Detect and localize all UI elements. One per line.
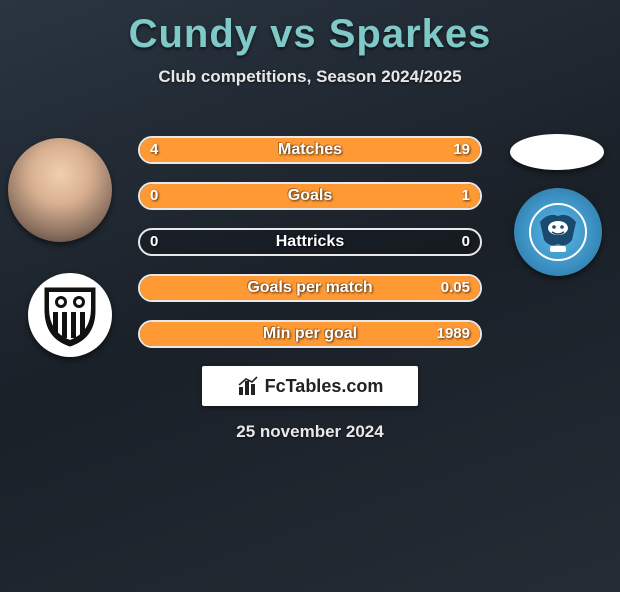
subtitle: Club competitions, Season 2024/2025 [0, 67, 620, 87]
stat-value-left: 0 [150, 230, 158, 254]
stat-value-right: 0 [462, 230, 470, 254]
stat-value-right: 1 [462, 184, 470, 208]
stat-value-right: 1989 [437, 322, 470, 346]
stat-value-right: 19 [453, 138, 470, 162]
stat-label: Hattricks [140, 230, 480, 254]
logo-text: FcTables.com [265, 376, 384, 397]
player-right-placeholder [510, 134, 604, 170]
stat-row: Goals0 1 [138, 182, 482, 210]
stat-value-right: 0.05 [441, 276, 470, 300]
club-left-badge [28, 273, 112, 357]
stat-label: Matches [140, 138, 480, 162]
stat-row: Hattricks0 0 [138, 228, 482, 256]
player-left-photo [8, 138, 112, 242]
notts-county-icon [35, 280, 105, 350]
peterborough-icon [528, 202, 588, 262]
stat-label: Goals [140, 184, 480, 208]
stat-label: Goals per match [140, 276, 480, 300]
date-text: 25 november 2024 [0, 422, 620, 442]
stat-label: Min per goal [140, 322, 480, 346]
page-title: Cundy vs Sparkes [0, 12, 620, 57]
fctables-logo[interactable]: FcTables.com [202, 366, 418, 406]
stat-value-left: 4 [150, 138, 158, 162]
stat-row: Min per goal1989 [138, 320, 482, 348]
stat-row: Goals per match0.05 [138, 274, 482, 302]
stat-row: Matches4 19 [138, 136, 482, 164]
stat-value-left: 0 [150, 184, 158, 208]
stats-container: Matches419Goals01Hattricks00Goals per ma… [138, 136, 482, 366]
bars-icon [237, 375, 259, 397]
club-right-badge [514, 188, 602, 276]
